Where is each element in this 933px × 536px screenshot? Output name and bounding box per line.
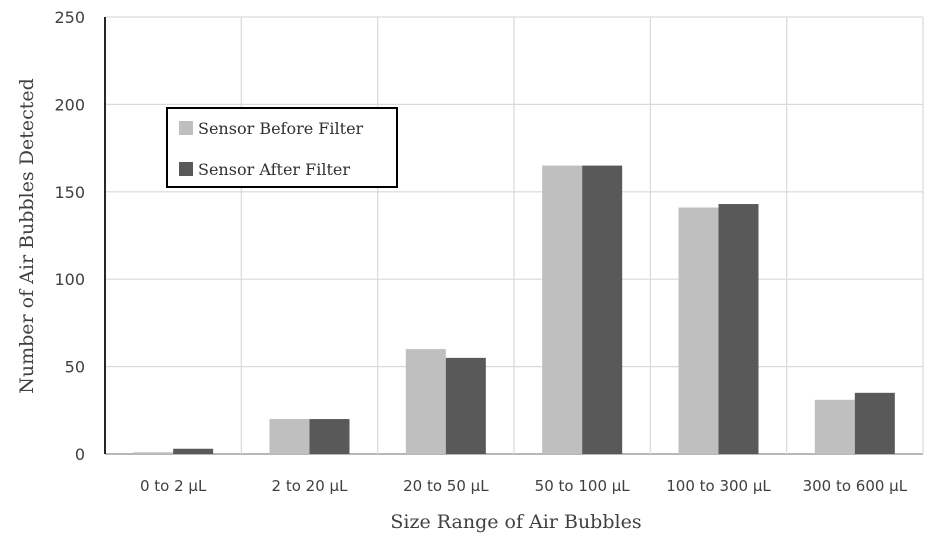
bar-after-filter [173, 448, 214, 454]
bar-before-filter [678, 207, 719, 454]
legend-label-after: Sensor After Filter [198, 160, 350, 179]
bar-before-filter [405, 349, 446, 454]
bar-before-filter [133, 452, 174, 454]
bar-before-filter [814, 399, 855, 454]
y-axis-ticks: 0 50 100 150 200 250 [54, 8, 85, 464]
y-tick-label: 50 [65, 358, 85, 377]
y-tick-label: 200 [54, 95, 85, 114]
x-category-label: 0 to 2 µL [140, 477, 207, 495]
bar-before-filter [269, 419, 310, 454]
bar-before-filter [542, 165, 583, 454]
bar-after-filter [854, 392, 895, 454]
y-tick-label: 250 [54, 8, 85, 27]
x-category-label: 2 to 20 µL [272, 477, 349, 495]
x-axis-title: Size Range of Air Bubbles [390, 511, 641, 533]
bar-after-filter [582, 165, 623, 454]
x-axis-categories: 0 to 2 µL 2 to 20 µL 20 to 50 µL 50 to 100 … [140, 477, 908, 495]
bar-after-filter [718, 204, 759, 454]
legend-swatch-after [179, 162, 193, 176]
legend-box [166, 107, 398, 188]
x-category-label: 50 to 100 µL [535, 477, 631, 495]
legend-label-before: Sensor Before Filter [198, 119, 364, 138]
y-tick-label: 0 [75, 445, 85, 464]
x-category-label: 100 to 300 µL [666, 477, 771, 495]
bar-after-filter [309, 419, 350, 454]
bars [133, 165, 895, 454]
y-tick-label: 150 [54, 183, 85, 202]
y-axis-title: Number of Air Bubbles Detected [16, 78, 38, 394]
y-tick-label: 100 [54, 270, 85, 289]
bar-after-filter [445, 357, 486, 454]
legend: Sensor Before Filter Sensor After Filter [166, 107, 398, 188]
legend-swatch-before [179, 121, 193, 135]
grid [104, 16, 924, 455]
x-category-label: 300 to 600 µL [803, 477, 908, 495]
x-category-label: 20 to 50 µL [403, 477, 489, 495]
